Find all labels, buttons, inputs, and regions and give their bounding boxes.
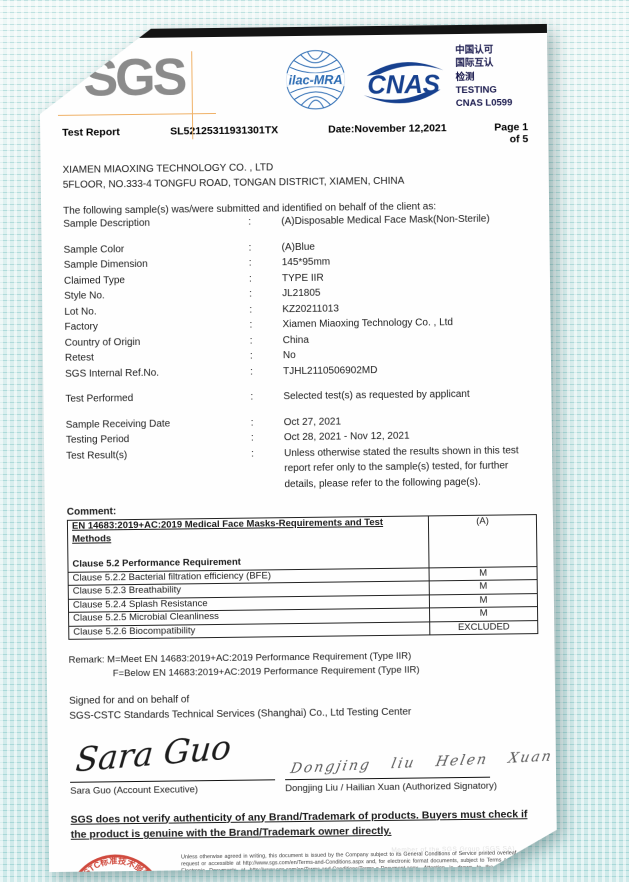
accreditation-line: 中国认可	[455, 44, 494, 57]
field-colon: :	[248, 242, 252, 254]
comment-table: EN 14683:2019+AC:2019 Medical Face Masks…	[67, 514, 538, 640]
accreditation-line: 检测	[455, 71, 475, 83]
field-colon: :	[248, 257, 252, 269]
table-header-cell: EN 14683:2019+AC:2019 Medical Face Masks…	[67, 516, 429, 572]
result-cell: M	[429, 593, 537, 608]
signature-left: Sara Guo Sara Guo (Account Executive)	[69, 725, 275, 796]
field-colon: :	[250, 391, 254, 403]
field-colon: :	[250, 366, 253, 378]
signatory-name: Dongjing Liu / Hailian Xuan (Authorized …	[285, 780, 498, 794]
field-colon: :	[248, 216, 252, 228]
document-page-wrapper: SGS ilac-MRA CNAS	[39, 17, 557, 872]
field-colon: :	[249, 335, 253, 347]
svg-text:ilac-MRA: ilac-MRA	[288, 73, 342, 88]
report-title: Test Report	[62, 126, 120, 139]
signature-underline	[285, 776, 490, 780]
result-cell: EXCLUDED	[430, 620, 538, 635]
table-header-row: EN 14683:2019+AC:2019 Medical Face Masks…	[67, 515, 537, 572]
field-colon: :	[249, 304, 253, 316]
result-cell: M	[429, 566, 537, 581]
result-cell: M	[429, 580, 537, 595]
page-indicator: Page 1 of 5	[494, 121, 529, 146]
report-footer: SGS-CSTC Standards Technical Services (S…	[61, 850, 550, 882]
test-report-page: SGS ilac-MRA CNAS	[39, 24, 557, 872]
cnas-icon: CNAS	[355, 50, 452, 115]
field-label: Test Result(s)	[66, 449, 128, 462]
brand-disclaimer: SGS does not verify authenticity of any …	[70, 807, 528, 842]
report-number: SL52125311931301TX	[170, 124, 279, 138]
accreditation-line: CNAS L0599	[455, 97, 513, 110]
signature-right: Dongjing liu Helen Xuan Dongjing Liu / H…	[274, 721, 551, 793]
legal-column: Unless otherwise agreed in writing, this…	[177, 850, 550, 882]
sgs-logo: SGS	[83, 48, 185, 108]
logo-row: SGS ilac-MRA CNAS	[61, 41, 534, 119]
field-colon: :	[250, 417, 254, 429]
field-value: TJHL2110506902MD	[283, 364, 378, 377]
field-value: Unless otherwise stated the results show…	[284, 444, 519, 490]
signatures-row: Sara Guo Sara Guo (Account Executive) Do…	[69, 722, 540, 797]
signatory-name: Sara Guo (Account Executive)	[70, 783, 199, 797]
field-colon: :	[249, 319, 253, 331]
header-spacer	[211, 44, 281, 45]
field-colon: :	[251, 448, 254, 460]
field-colon: :	[248, 273, 252, 285]
report-date: Date:November 12,2021	[328, 122, 447, 136]
legal-text: Unless otherwise agreed in writing, this…	[181, 849, 550, 882]
svg-text:CNAS: CNAS	[367, 71, 440, 100]
signature-handwriting: Dongjing liu Helen Xuan	[289, 747, 555, 777]
signature-underline	[70, 779, 275, 783]
report-title-row: Test Report SL52125311931301TX Date:Nove…	[62, 121, 534, 155]
field-label: Sample Description	[63, 217, 151, 230]
report-body: XIAMEN MIAOXING TECHNOLOGY CO. , LTD 5FL…	[40, 149, 556, 844]
inspection-stamp-icon: SGS-CSTC标准技术服务（上海）有限公司 检验检测专用章 Inspectio…	[63, 851, 168, 882]
field-label: SGS Internal Ref.No.	[65, 367, 160, 380]
report-header: SGS ilac-MRA CNAS	[39, 33, 548, 155]
sample-column-header: (A)	[429, 515, 537, 568]
accreditation-line: TESTING	[455, 84, 497, 96]
remark-block: Remark: M=Meet EN 14683:2019+AC:2019 Per…	[69, 648, 539, 681]
field-colon: :	[249, 288, 253, 300]
ilac-mra-icon: ilac-MRA	[281, 45, 350, 114]
stamp-area: SGS-CSTC Standards Technical Services (S…	[61, 855, 178, 882]
field-colon: :	[250, 432, 254, 444]
field-value: (A)Disposable Medical Face Mask(Non-Ster…	[281, 213, 490, 228]
accreditation-text: 中国认可 国际互认 检测 TESTING CNAS L0599	[455, 43, 534, 110]
field-colon: :	[249, 350, 253, 362]
field-label: Test Performed	[65, 393, 134, 405]
accreditation-line: 国际互认	[455, 57, 494, 70]
field-row: Test Result(s): Unless otherwise stated t…	[66, 443, 537, 495]
result-cell: M	[430, 607, 538, 622]
field-value: Selected test(s) as requested by applica…	[283, 388, 470, 403]
